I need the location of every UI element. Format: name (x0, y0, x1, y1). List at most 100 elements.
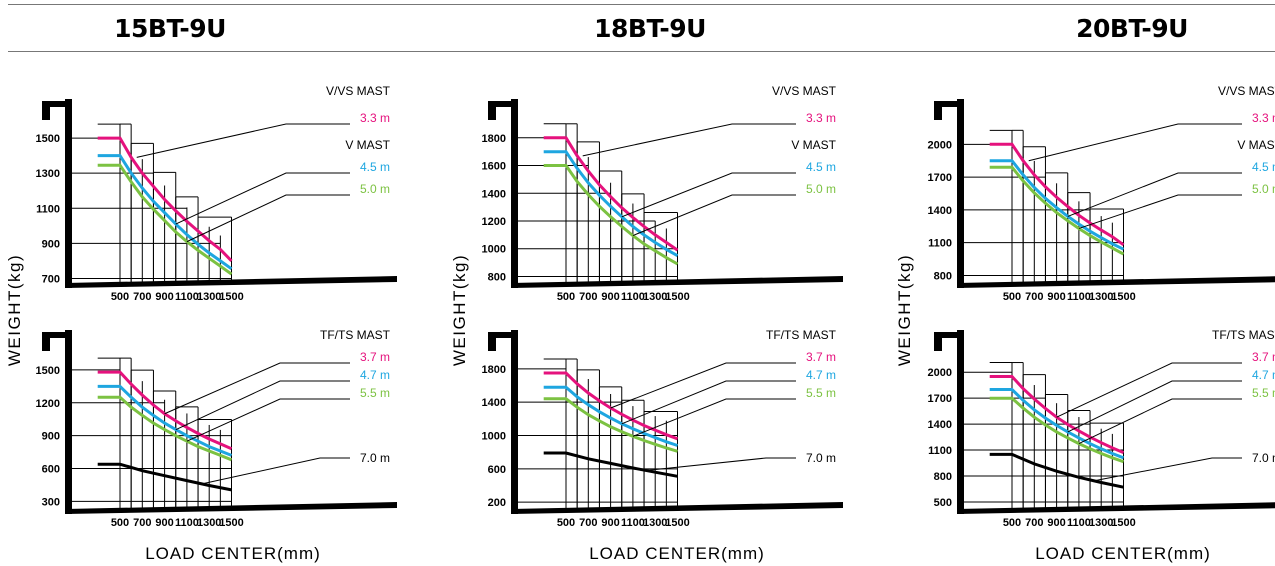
x-tick-label: 1500 (219, 517, 243, 529)
mast-bracket (934, 332, 964, 351)
series-line (989, 165, 1125, 256)
leader-line (621, 172, 796, 218)
mast-label: V/VS MAST (1218, 84, 1275, 98)
series-line (543, 136, 679, 252)
series-label: 4.7 m (1252, 368, 1275, 382)
series-label: 4.7 m (806, 368, 836, 382)
y-tick-label: 1100 (928, 238, 952, 250)
x-tick-label: 1300 (643, 517, 667, 529)
y-tick-label: 1200 (36, 398, 60, 410)
series-label: 3.3 m (1252, 111, 1275, 125)
series-line (989, 452, 1124, 489)
mast-bracket (488, 101, 518, 120)
mast-bracket (42, 101, 72, 120)
y-tick-label: 1400 (482, 188, 506, 200)
y-tick-label: 2000 (928, 367, 952, 379)
y-tick-label: 1400 (928, 419, 952, 431)
x-tick-label: 1500 (219, 291, 243, 303)
chart-panel: 800 1000 1200 1400 1600 1800 500 700 900 11001300… (482, 84, 843, 303)
y-tick-label: 700 (42, 273, 60, 285)
mast-label: V/VS MAST (772, 84, 837, 98)
y-tick-label: 500 (934, 497, 952, 509)
leader-line (1067, 172, 1242, 217)
series-line (543, 371, 679, 441)
mast-frame (511, 99, 518, 288)
leader-line (582, 123, 796, 157)
series-label: 5.5 m (1252, 386, 1275, 400)
y-tick-label: 1600 (482, 161, 506, 173)
x-axis-label: LOAD CENTER(mm) (1035, 544, 1211, 563)
y-tick-label: 2000 (928, 139, 952, 151)
series-label: 3.7 m (360, 350, 390, 364)
x-tick-label: 1500 (1111, 291, 1135, 303)
leader-line (1056, 362, 1242, 418)
mast-frame (511, 330, 518, 514)
series-label: 3.3 m (360, 111, 390, 125)
series-label: 5.0 m (806, 182, 836, 196)
model-title: 18BT-9U (594, 14, 706, 43)
x-tick-label: 1500 (665, 291, 689, 303)
y-tick-label: 600 (42, 464, 60, 476)
x-tick-label: 900 (601, 291, 619, 303)
x-tick-label: 500 (111, 517, 129, 529)
x-tick-label: 1100 (175, 291, 199, 303)
x-tick-label: 900 (601, 517, 619, 529)
mast-frame (957, 330, 964, 514)
y-tick-label: 1700 (928, 393, 952, 405)
x-tick-label: 1300 (197, 291, 221, 303)
mast-frame (65, 330, 72, 514)
y-tick-label: 300 (42, 496, 60, 508)
y-tick-label: 1400 (482, 397, 506, 409)
x-tick-label: 1100 (1067, 517, 1091, 529)
x-tick-label: 900 (155, 517, 173, 529)
top-rule (8, 4, 1275, 5)
series-line (543, 397, 678, 453)
x-tick-label: 900 (155, 291, 173, 303)
leader-line (203, 457, 350, 485)
x-tick-label: 1300 (197, 517, 221, 529)
series-line (97, 154, 233, 271)
leader-line (1095, 457, 1242, 481)
series-line (989, 396, 1124, 464)
y-tick-label: 1100 (36, 203, 60, 215)
series-line (543, 385, 678, 447)
x-tick-label: 700 (1025, 291, 1043, 303)
series-label: 3.3 m (806, 111, 836, 125)
model-title: 20BT-9U (1076, 14, 1188, 43)
series-line (989, 375, 1125, 454)
x-tick-label: 500 (111, 291, 129, 303)
leader-line (175, 380, 350, 431)
y-tick-label: 1200 (482, 216, 506, 228)
y-tick-label: 600 (488, 464, 506, 476)
series-line (989, 159, 1125, 251)
y-tick-label: 200 (488, 497, 506, 509)
x-tick-label: 700 (133, 291, 151, 303)
series-label: 7.0 m (1252, 451, 1275, 465)
series-label: 3.7 m (1252, 350, 1275, 364)
x-tick-label: 1300 (1089, 517, 1113, 529)
leader-line (164, 362, 350, 415)
mast-label: V/VS MAST (326, 84, 391, 98)
y-tick-label: 800 (488, 271, 506, 283)
series-label: 5.0 m (360, 182, 390, 196)
series-label: 5.0 m (1252, 182, 1275, 196)
series-label: 5.5 m (806, 386, 836, 400)
x-tick-label: 1300 (1089, 291, 1113, 303)
mast-label: V MAST (345, 138, 390, 152)
leader-line (610, 362, 796, 409)
x-tick-label: 500 (557, 517, 575, 529)
leader-line (632, 398, 796, 437)
series-label: 4.7 m (360, 368, 390, 382)
fork-base (957, 276, 1275, 288)
fork-base (957, 502, 1275, 514)
x-tick-label: 1100 (621, 517, 645, 529)
mast-bracket (934, 101, 964, 120)
mast-bracket (42, 332, 72, 351)
x-tick-label: 700 (133, 517, 151, 529)
series-line (543, 451, 678, 478)
mast-label: TF/TS MAST (1212, 328, 1275, 342)
series-label: 5.5 m (360, 386, 390, 400)
model-title: 15BT-9U (114, 14, 226, 43)
